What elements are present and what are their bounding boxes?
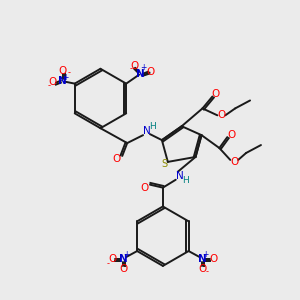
Text: N: N [198, 254, 207, 264]
Text: N: N [58, 76, 67, 85]
Text: O: O [130, 61, 138, 71]
Text: N: N [136, 69, 144, 79]
Text: S: S [162, 159, 168, 169]
Text: -: - [47, 81, 50, 90]
Text: O: O [140, 183, 148, 193]
Text: O: O [209, 254, 217, 264]
Text: O: O [108, 254, 116, 264]
Text: O: O [198, 264, 207, 274]
Text: O: O [112, 154, 120, 164]
Text: -: - [67, 68, 70, 77]
Text: O: O [230, 157, 238, 167]
Text: H: H [182, 176, 189, 185]
Text: +: + [202, 250, 208, 259]
Text: H: H [150, 122, 156, 131]
Text: +: + [140, 63, 146, 72]
Text: -: - [206, 267, 209, 276]
Text: O: O [59, 66, 67, 76]
Text: O: O [119, 264, 128, 274]
Text: -: - [107, 260, 110, 268]
Text: N: N [143, 126, 151, 136]
Text: +: + [63, 73, 69, 82]
Text: N: N [119, 254, 128, 264]
Text: N: N [176, 171, 184, 181]
Text: O: O [147, 67, 155, 77]
Text: +: + [123, 250, 129, 259]
Text: O: O [227, 130, 236, 140]
Text: O: O [49, 76, 57, 87]
Text: O: O [211, 88, 220, 98]
Text: -: - [130, 64, 133, 73]
Text: O: O [217, 110, 226, 120]
